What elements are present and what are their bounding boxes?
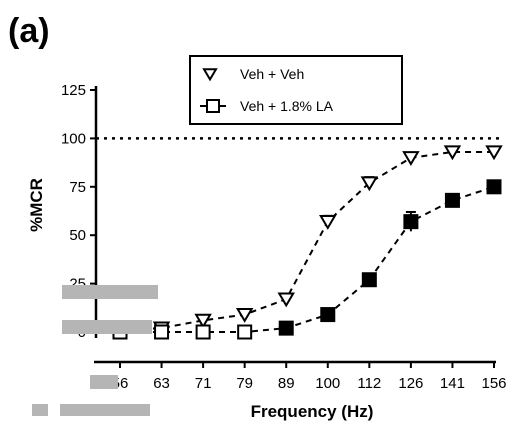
watermark-bar-3: [90, 375, 118, 389]
data-point: [486, 179, 502, 195]
data-point: [235, 307, 254, 323]
x-tick-label: 79: [236, 375, 253, 392]
series-1-line: [119, 151, 494, 332]
y-tick-label: 75: [69, 179, 86, 196]
y-tick-label: 125: [61, 82, 86, 99]
data-point: [237, 324, 253, 340]
tick-labels: 02550751001255663717989100112126141156: [61, 82, 507, 392]
x-axis-title: Frequency (Hz): [251, 402, 374, 421]
x-tick-label: 156: [481, 375, 506, 392]
legend-item-1: Veh + Veh: [202, 66, 304, 82]
data-point: [360, 176, 379, 192]
x-tick-label: 89: [278, 375, 295, 392]
series-layer: [111, 145, 503, 340]
data-point: [485, 145, 503, 161]
legend: Veh + Veh Veh + 1.8% LA: [189, 55, 403, 125]
data-point: [402, 151, 420, 167]
legend-marker: [206, 99, 220, 113]
legend-marker: [202, 68, 218, 82]
data-point: [195, 324, 211, 340]
legend-item-2: Veh + 1.8% LA: [200, 98, 334, 114]
legend-box: [189, 55, 403, 125]
data-point: [403, 214, 419, 230]
x-tick-label: 63: [153, 375, 170, 392]
x-tick-label: 112: [357, 375, 381, 392]
x-tick-label: 100: [315, 375, 340, 392]
legend-label: Veh + Veh: [240, 66, 304, 82]
series-2: [112, 179, 502, 340]
y-axis-title: %MCR: [27, 178, 46, 232]
legend-label: Veh + 1.8% LA: [240, 98, 334, 114]
watermark-dash-2: [60, 404, 150, 416]
series-2-line: [120, 185, 495, 333]
data-point: [443, 145, 462, 161]
data-point: [154, 324, 170, 340]
data-point: [194, 313, 212, 329]
watermark-bar-1: [62, 285, 158, 299]
data-point: [361, 272, 377, 288]
x-tick-label: 71: [195, 375, 212, 392]
data-point: [319, 215, 337, 230]
watermark-bar-2: [62, 320, 152, 334]
x-tick-label: 141: [440, 375, 465, 392]
data-point: [320, 307, 336, 323]
data-point: [444, 192, 460, 208]
data-point: [278, 320, 294, 336]
y-tick-label: 100: [61, 130, 86, 147]
panel-label: (a): [8, 12, 50, 50]
data-point: [277, 292, 295, 308]
watermark-dash-1: [32, 404, 48, 416]
x-tick-label: 126: [398, 375, 423, 392]
series-1: [111, 145, 503, 339]
y-tick-label: 50: [69, 227, 86, 244]
